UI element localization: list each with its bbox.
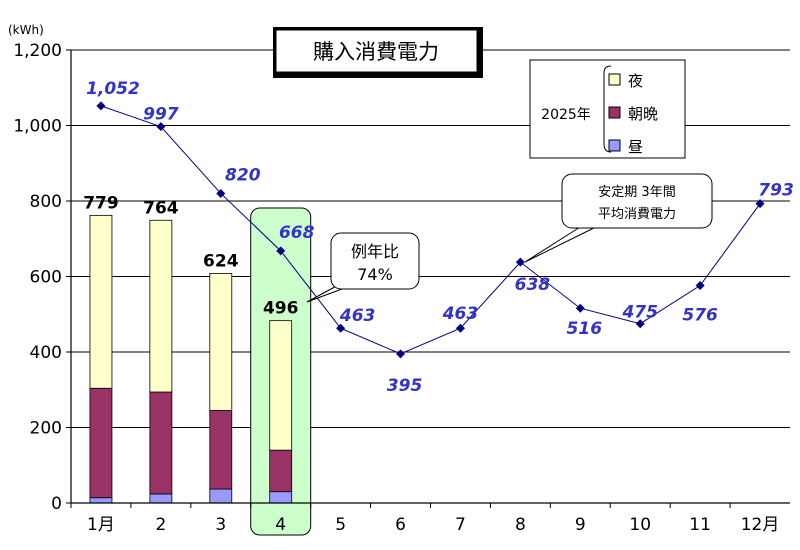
line-point [755, 199, 765, 209]
x-tick-label: 11 [689, 515, 711, 535]
axes: 0 200 400 600 800 1,000 1,200 1月 2 3 4 5 6 7 8 9 10 11 12月 [13, 41, 790, 535]
legend-label-night: 夜 [628, 72, 643, 90]
line-point [515, 257, 525, 267]
legend-swatch-morning-evening [608, 106, 621, 119]
legend: 2025年 夜 朝晩 昼 [529, 59, 686, 159]
callout-stable-period-line2: 平均消費電力 [598, 207, 676, 222]
y-tick-label: 400 [30, 343, 62, 363]
line-point [276, 246, 286, 256]
bar-total-label: 764 [143, 198, 179, 218]
line-value-label: 820 [225, 165, 261, 185]
callout-yearly-ratio: 例年比 74% [306, 232, 420, 303]
legend-swatch-night [608, 73, 621, 86]
x-tick-label: 4 [275, 515, 286, 535]
y-tick-label: 800 [30, 192, 62, 212]
legend-year-label: 2025年 [541, 107, 591, 123]
x-tick-label: 10 [629, 515, 651, 535]
line-value-label: 395 [387, 376, 423, 396]
x-tick-label: 8 [515, 515, 526, 535]
legend-bracket [603, 65, 612, 153]
line-value-label: 475 [621, 303, 658, 323]
monthly-line-series [96, 101, 765, 359]
x-tick-label: 2 [155, 515, 166, 535]
chart-title-box: 購入消費電力 [273, 27, 483, 78]
legend-label-daytime: 昼 [628, 138, 643, 156]
line-value-label: 668 [279, 223, 315, 243]
callout-stable-period-pointer [524, 221, 607, 263]
y-tick-label: 1,200 [13, 41, 62, 61]
x-tick-label: 12月 [741, 515, 780, 535]
line-point [575, 303, 585, 313]
chart-title: 購入消費電力 [313, 40, 439, 64]
line-point [96, 101, 106, 111]
x-tick-label: 1月 [87, 515, 115, 535]
line-value-label: 793 [758, 181, 794, 201]
line-point [455, 323, 465, 333]
line-value-label: 516 [567, 319, 603, 339]
bar-total-label: 624 [203, 251, 239, 271]
line-point [396, 349, 406, 359]
x-tick-label: 5 [335, 515, 346, 535]
line-point [156, 122, 166, 132]
line-value-label: 463 [442, 304, 479, 324]
callout-stable-period-line1: 安定期 3年間 [598, 185, 675, 200]
line-value-label: 576 [682, 306, 718, 326]
bar-segment-2 [149, 219, 173, 393]
x-tick-label: 9 [575, 515, 586, 535]
callout-stable-period: 安定期 3年間 平均消費電力 [524, 173, 713, 263]
line-point [695, 281, 705, 291]
line-path [100, 105, 761, 355]
bar-segment-0 [209, 488, 233, 504]
callout-yearly-ratio-line2: 74% [357, 265, 393, 284]
y-tick-label: 600 [30, 268, 62, 288]
line-value-label: 1,052 [86, 79, 140, 99]
bar-total-label: 496 [263, 299, 299, 319]
stacked-bars [89, 214, 293, 504]
bar-segment-0 [269, 491, 293, 504]
y-tick-label: 0 [51, 494, 62, 514]
line-point [216, 188, 226, 198]
bar-total-label: 779 [83, 193, 119, 213]
bar-segment-1 [149, 391, 173, 495]
bar-segment-0 [149, 493, 173, 504]
callout-yearly-ratio-line1: 例年比 [351, 242, 399, 261]
bar-segment-1 [89, 387, 113, 499]
legend-swatch-daytime [608, 139, 621, 152]
line-value-label: 638 [515, 275, 551, 295]
line-value-label: 997 [143, 105, 179, 125]
bar-segment-1 [269, 449, 293, 493]
line-value-label: 463 [339, 306, 376, 326]
bar-segment-2 [209, 273, 233, 411]
line-point [635, 319, 645, 329]
x-tick-label: 3 [215, 515, 226, 535]
y-axis-unit-label: (kWh) [8, 23, 44, 37]
line-point [336, 323, 346, 333]
bar-segment-2 [89, 214, 113, 389]
y-tick-label: 200 [30, 419, 62, 439]
x-tick-label: 7 [455, 515, 466, 535]
y-tick-label: 1,000 [13, 117, 62, 137]
bar-segment-1 [209, 410, 233, 490]
legend-label-morning-evening: 朝晩 [628, 105, 658, 123]
x-tick-label: 6 [395, 515, 406, 535]
bar-segment-2 [269, 320, 293, 451]
bar-segment-0 [89, 497, 113, 504]
